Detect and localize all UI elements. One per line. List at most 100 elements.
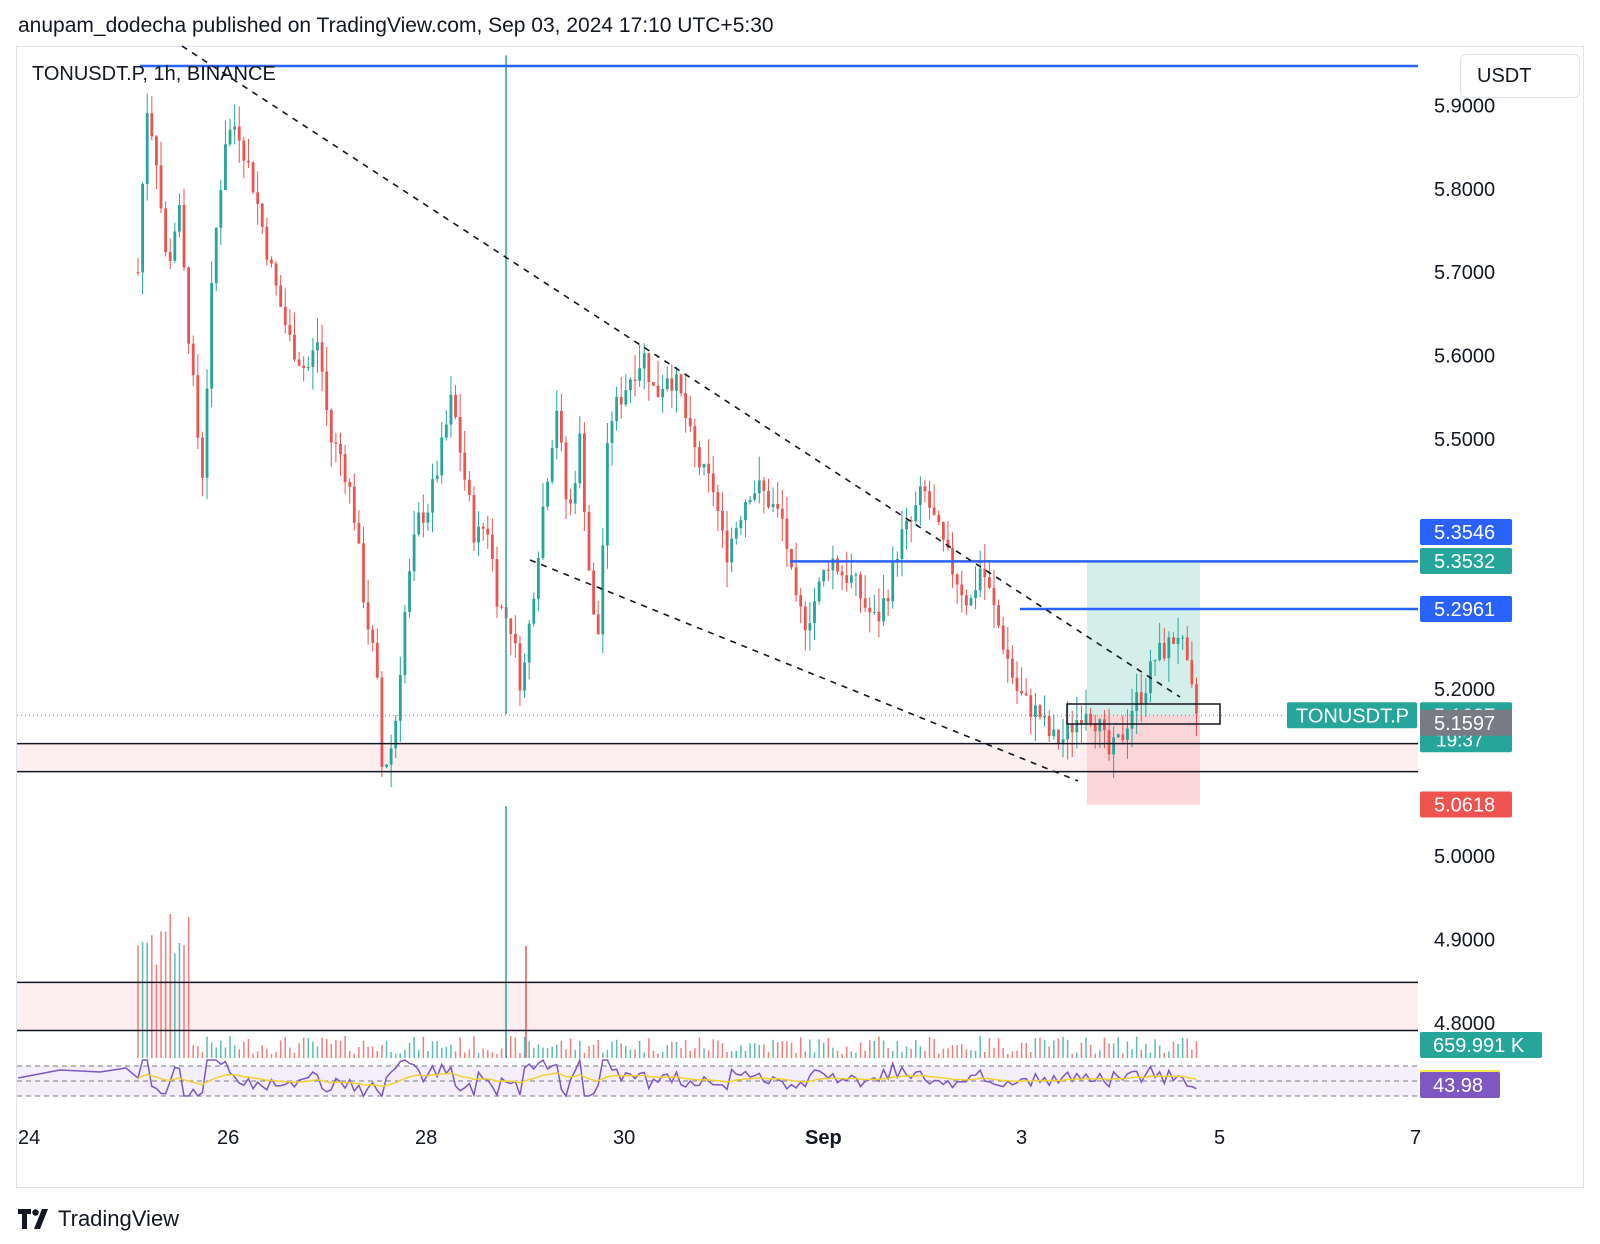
candle-body [836, 558, 839, 572]
candle-body [316, 342, 319, 351]
currency-unit-button[interactable]: USDT [1460, 54, 1580, 98]
candle-body [987, 577, 991, 588]
chart-frame [16, 46, 1584, 1188]
candle-body [629, 379, 632, 391]
candle-body [969, 598, 973, 606]
candle-body [1052, 729, 1056, 737]
candle-body [260, 203, 264, 227]
candle-body [582, 433, 586, 513]
candle-body [1153, 659, 1157, 662]
candle-body [1038, 705, 1042, 718]
candle-body [297, 359, 301, 366]
candle-body [136, 272, 140, 274]
candle-body [454, 394, 457, 418]
candle-body [578, 433, 582, 484]
upper-trendline [181, 45, 1181, 698]
candle-body [771, 503, 775, 508]
candle-body [1126, 728, 1129, 740]
candle-body [403, 611, 407, 675]
candle-body [1107, 730, 1111, 755]
candle-body [191, 343, 195, 376]
candle-body [375, 642, 379, 678]
candle-body [1066, 723, 1070, 740]
candle-body [748, 499, 752, 503]
candle-body [688, 417, 692, 427]
candle-body [785, 518, 789, 549]
y-tick-label: 5.9000 [1434, 95, 1495, 117]
price-label-text: 5.2961 [1434, 599, 1495, 621]
candle-body [306, 366, 310, 369]
candle-body [941, 521, 945, 540]
candle-body [808, 623, 812, 631]
candle-body [882, 598, 885, 622]
candle-body [555, 410, 559, 448]
candle-body [380, 677, 384, 767]
candle-body [652, 382, 655, 386]
candle-body [1084, 713, 1088, 725]
candle-body [573, 483, 577, 504]
candle-body [960, 584, 964, 596]
candle-body [265, 226, 269, 260]
y-tick-label: 5.5000 [1434, 429, 1495, 451]
candle-body [1001, 625, 1005, 650]
rsi-label-box [1420, 1072, 1500, 1098]
candle-body [1112, 737, 1116, 755]
candle-body [1130, 710, 1134, 729]
candle-body [813, 601, 816, 624]
candle-body [698, 447, 701, 468]
x-tick-label: 7 [1410, 1127, 1421, 1149]
candle-body [523, 662, 526, 691]
candle-body [937, 514, 941, 522]
candle-body [173, 231, 177, 261]
candle-body [606, 442, 609, 546]
candle-body [932, 507, 936, 515]
y-tick-label: 4.8000 [1434, 1013, 1495, 1035]
price-label-box [1420, 548, 1512, 574]
candle-body [463, 452, 467, 480]
candle-body [320, 342, 324, 372]
candle-body [762, 480, 766, 491]
candle-body [1075, 720, 1079, 733]
candle-body [495, 559, 499, 607]
candle-body [1176, 637, 1180, 644]
candle-body [592, 570, 596, 615]
candle-body [684, 393, 688, 418]
y-tick-label: 5.6000 [1434, 346, 1495, 368]
candle-body [868, 607, 872, 613]
candle-body [550, 447, 554, 482]
candle-body [642, 353, 646, 369]
candle-body [905, 520, 908, 530]
candle-body [711, 473, 715, 493]
candle-body [187, 267, 191, 344]
candle-body [500, 606, 503, 608]
candle-body [946, 539, 950, 548]
candle-body [872, 611, 876, 613]
candle-body [302, 365, 306, 369]
rsi-ma-line [137, 1072, 1197, 1088]
y-tick-label: 5.0000 [1434, 846, 1495, 868]
support-zone-1 [17, 982, 1418, 1031]
price-label-text: 5.0618 [1434, 794, 1495, 816]
candle-body [348, 482, 352, 487]
x-tick-label: 5 [1214, 1127, 1225, 1149]
candle-body [619, 396, 623, 405]
candle-body [716, 492, 720, 511]
candle-body [983, 568, 987, 578]
candle-body [1089, 713, 1093, 724]
candle-body [974, 590, 977, 599]
candle-body [822, 569, 826, 582]
entry-box [1066, 703, 1221, 725]
candle-body [725, 530, 729, 563]
candle-body [228, 129, 232, 145]
x-tick-label: Sep [805, 1127, 842, 1149]
candle-body [1181, 637, 1185, 639]
candle-body [417, 512, 421, 535]
candle-body [251, 162, 255, 193]
candle-body [1121, 734, 1125, 740]
candle-body [1135, 692, 1139, 711]
y-tick-label: 5.2000 [1434, 679, 1495, 701]
candle-body [1043, 715, 1047, 718]
candle-body [527, 623, 531, 663]
candle-body [1047, 715, 1051, 737]
